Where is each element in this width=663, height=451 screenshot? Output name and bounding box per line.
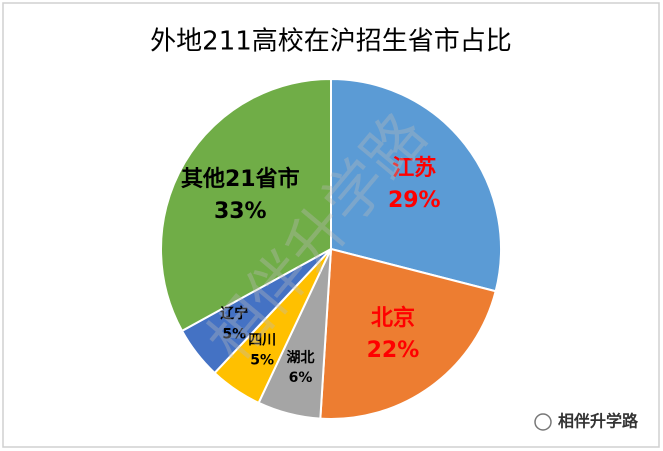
slice-category: 其他21省市 xyxy=(181,166,300,192)
logo-text: 相伴升学路 xyxy=(558,412,639,431)
slice-category: 江苏 xyxy=(392,155,436,181)
pie-slice xyxy=(330,77,502,293)
slice-value-label: 5% xyxy=(250,353,274,369)
pie-slice xyxy=(160,77,332,333)
slice-category: 辽宁 xyxy=(220,305,248,322)
slice-category: 北京 xyxy=(371,305,415,331)
slice-value-label: 29% xyxy=(388,188,441,213)
chart-title: 外地211高校在沪招生省市占比 xyxy=(150,27,512,57)
slice-value-label: 6% xyxy=(289,370,313,386)
pie-slice xyxy=(319,247,497,420)
slice-value-label: 5% xyxy=(222,327,246,343)
slice-value-label: 33% xyxy=(214,199,267,224)
slice-value-label: 22% xyxy=(367,338,420,363)
logo-icon xyxy=(534,413,552,431)
slice-category: 湖北 xyxy=(287,350,315,366)
slice-category: 四川 xyxy=(248,332,276,348)
logo: 相伴升学路 xyxy=(534,412,639,431)
